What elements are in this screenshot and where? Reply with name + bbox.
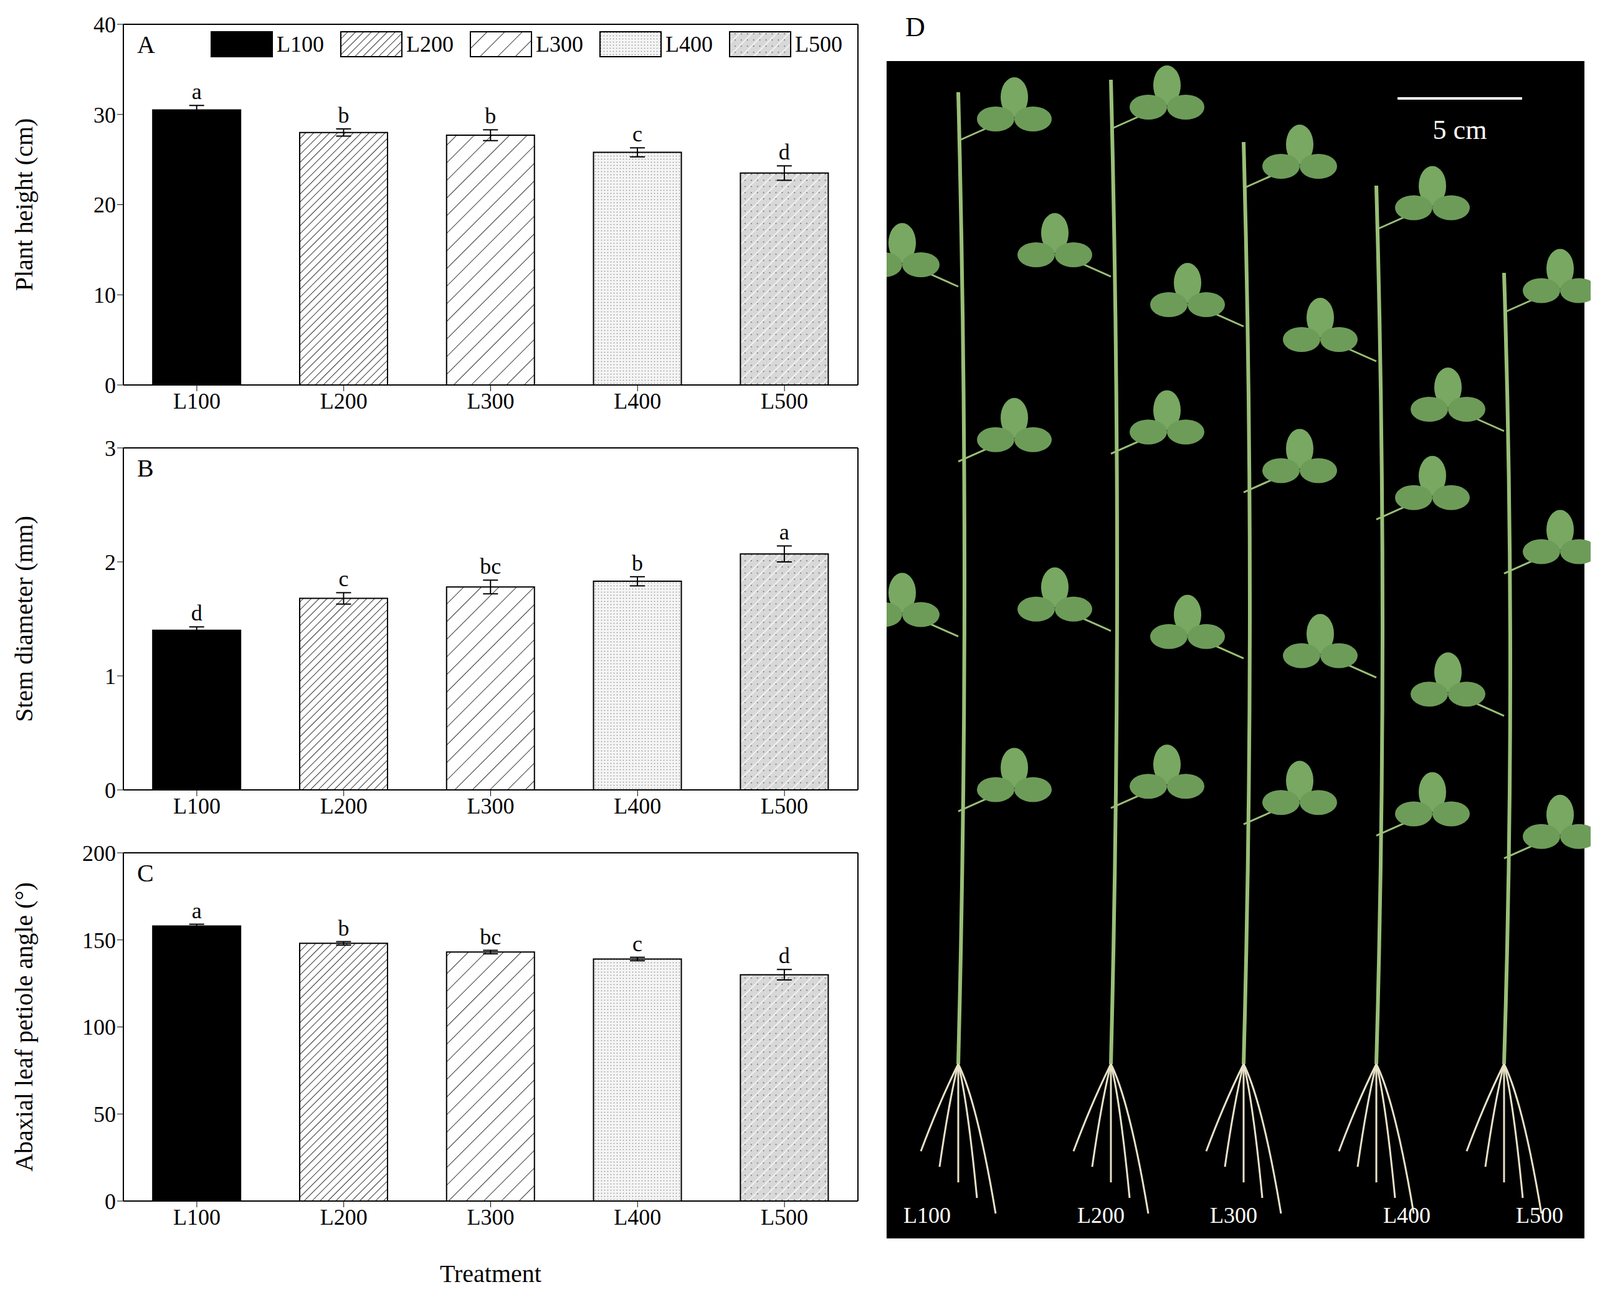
svg-text:40: 40: [93, 12, 116, 38]
svg-text:50: 50: [93, 1102, 116, 1128]
svg-text:b: b: [337, 102, 349, 128]
svg-text:a: a: [779, 519, 790, 545]
svg-text:Abaxial leaf petiole angle (°): Abaxial leaf petiole angle (°): [9, 882, 39, 1172]
svg-text:L100: L100: [173, 1204, 221, 1230]
svg-text:L200: L200: [320, 1204, 368, 1230]
svg-text:L500: L500: [1515, 1203, 1564, 1229]
svg-text:c: c: [632, 121, 643, 147]
svg-text:0: 0: [104, 778, 116, 804]
svg-text:0: 0: [104, 373, 116, 399]
svg-text:Stem diameter (mm): Stem diameter (mm): [9, 515, 39, 723]
svg-text:0: 0: [104, 1189, 116, 1215]
svg-text:L300: L300: [1209, 1203, 1258, 1229]
svg-text:d: d: [778, 139, 791, 165]
svg-text:L300: L300: [467, 388, 515, 414]
svg-text:30: 30: [93, 102, 116, 128]
svg-text:Treatment: Treatment: [439, 1259, 542, 1283]
html-text:L300: L300: [535, 31, 584, 57]
svg-text:L100: L100: [173, 793, 221, 819]
html-text:A: A: [137, 30, 156, 59]
html-text:L400: L400: [665, 31, 713, 57]
svg-text:bc: bc: [479, 924, 501, 950]
svg-text:L300: L300: [467, 1204, 515, 1230]
html-text:B: B: [137, 454, 154, 483]
svg-text:1: 1: [104, 664, 116, 690]
svg-text:L400: L400: [613, 1204, 662, 1230]
svg-text:L400: L400: [1383, 1203, 1431, 1229]
svg-text:a: a: [191, 79, 202, 105]
svg-text:L100: L100: [903, 1203, 951, 1229]
svg-text:L100: L100: [173, 388, 221, 414]
svg-text:150: 150: [82, 928, 116, 954]
svg-text:200: 200: [82, 841, 116, 867]
svg-text:b: b: [337, 915, 349, 941]
svg-text:10: 10: [93, 282, 116, 308]
svg-text:L200: L200: [320, 793, 368, 819]
html-text:C: C: [137, 859, 154, 888]
svg-text:bc: bc: [479, 553, 501, 579]
svg-text:L500: L500: [760, 388, 809, 414]
svg-text:c: c: [632, 931, 643, 957]
svg-text:b: b: [484, 103, 496, 129]
html-text:L500: L500: [795, 31, 843, 57]
svg-text:D: D: [905, 11, 926, 43]
svg-text:Plant height (cm): Plant height (cm): [9, 118, 39, 292]
svg-text:100: 100: [82, 1014, 116, 1040]
svg-text:d: d: [778, 943, 791, 969]
svg-text:L200: L200: [1077, 1203, 1125, 1229]
svg-text:20: 20: [93, 192, 116, 218]
html-text:L100: L100: [276, 31, 324, 57]
svg-text:2: 2: [104, 550, 116, 576]
html-text:L200: L200: [406, 31, 454, 57]
svg-text:L500: L500: [760, 793, 809, 819]
svg-text:b: b: [631, 550, 643, 576]
svg-text:L400: L400: [613, 388, 662, 414]
svg-text:d: d: [191, 600, 203, 626]
svg-text:a: a: [191, 898, 202, 924]
svg-text:3: 3: [104, 436, 116, 462]
svg-text:L500: L500: [760, 1204, 809, 1230]
svg-text:L200: L200: [320, 388, 368, 414]
svg-text:L400: L400: [613, 793, 662, 819]
svg-text:L300: L300: [467, 793, 515, 819]
svg-text:5 cm: 5 cm: [1433, 114, 1488, 146]
svg-text:c: c: [338, 566, 349, 592]
